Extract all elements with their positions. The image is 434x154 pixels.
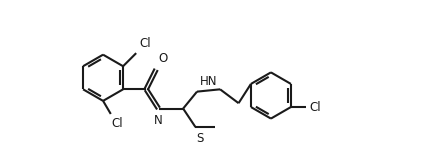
Text: Cl: Cl (309, 101, 321, 113)
Text: O: O (158, 52, 168, 65)
Text: Cl: Cl (140, 37, 151, 50)
Text: Cl: Cl (112, 117, 123, 130)
Text: N: N (154, 114, 163, 127)
Text: HN: HN (200, 75, 217, 88)
Text: S: S (196, 132, 204, 145)
